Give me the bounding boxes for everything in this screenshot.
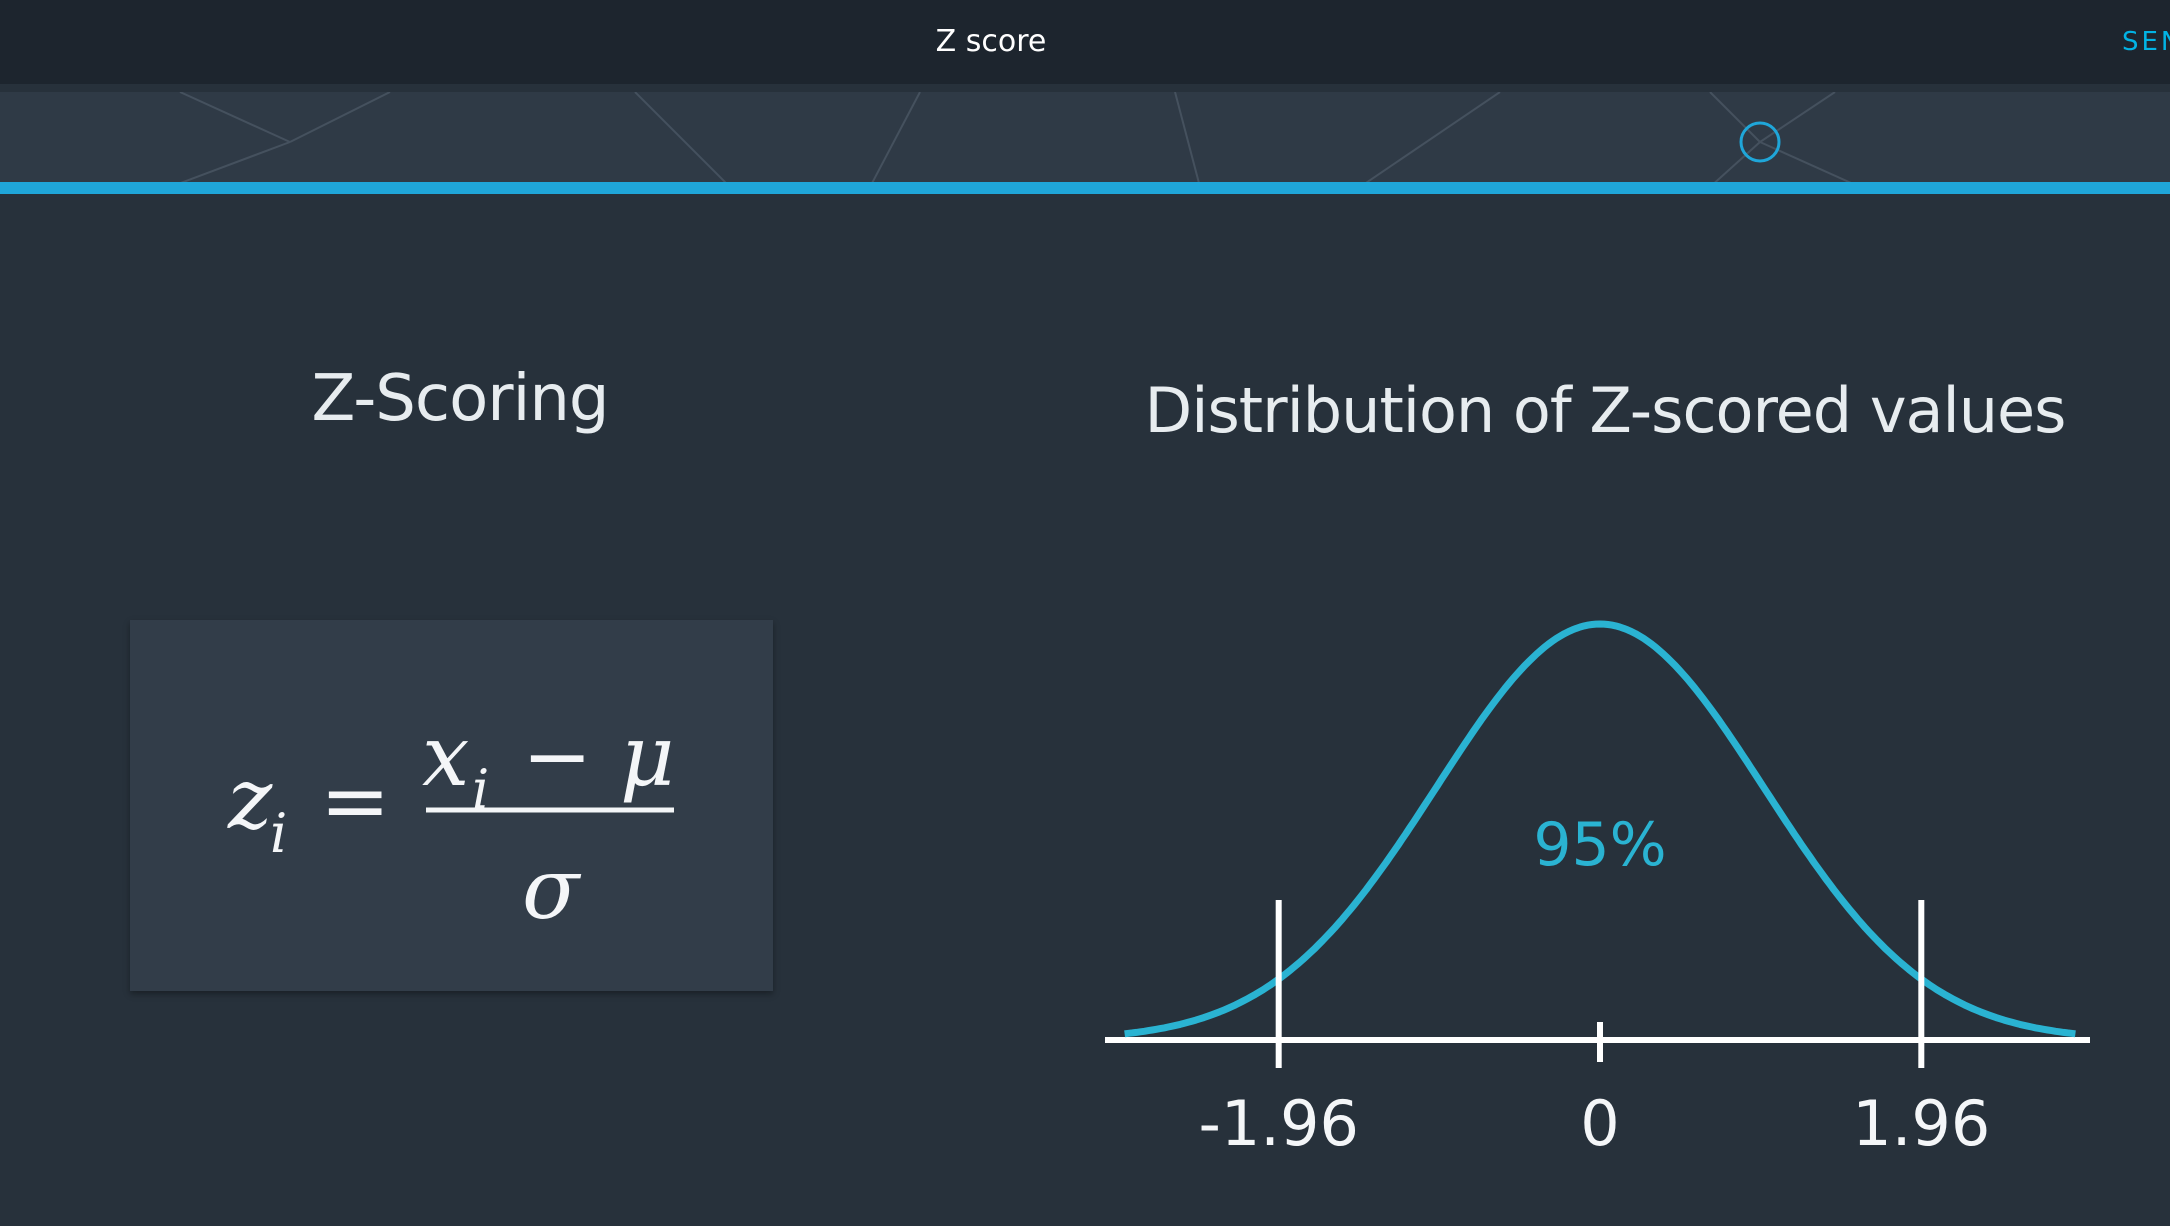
formula-sigma: σ <box>522 840 582 938</box>
percentage-label: 95% <box>1533 810 1666 880</box>
progress-banner <box>0 92 2170 182</box>
normal-curve <box>1124 620 2076 1038</box>
send-button[interactable]: SEN <box>2122 27 2170 57</box>
distribution-chart-svg: -1.96 0 1.96 95% <box>1105 620 2090 1160</box>
tick-label: 1.96 <box>1852 1087 1990 1160</box>
zscore-formula: z i x i μ σ = − <box>227 707 675 938</box>
formula-x-subscript: i <box>472 758 489 821</box>
formula-card: z i x i μ σ = − <box>130 620 773 991</box>
distribution-title: Distribution of Z-scored values <box>1144 374 2067 447</box>
formula-x: x <box>422 707 469 805</box>
formula-minus: − <box>522 707 592 805</box>
formula-z: z <box>227 750 273 848</box>
formula-equals: = <box>320 752 390 850</box>
progress-marker-icon[interactable] <box>1736 118 1784 166</box>
formula-z-subscript: i <box>270 802 287 865</box>
network-pattern <box>179 92 1852 182</box>
tick-label: 0 <box>1580 1087 1619 1160</box>
formula-mu: μ <box>620 707 675 805</box>
progress-line <box>0 182 2170 194</box>
distribution-chart: -1.96 0 1.96 95% <box>1090 560 2110 1180</box>
page-title: Z score <box>935 24 1047 59</box>
top-bar: Z score SEN <box>0 0 2170 84</box>
zscoring-title: Z-Scoring <box>311 362 609 436</box>
tick-label: -1.96 <box>1198 1087 1358 1160</box>
